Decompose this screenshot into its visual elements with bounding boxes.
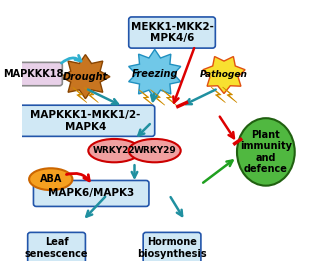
Text: MAPK6/MAPK3: MAPK6/MAPK3: [48, 189, 134, 199]
FancyBboxPatch shape: [129, 17, 215, 48]
Text: Hormone
biosynthesis: Hormone biosynthesis: [137, 237, 207, 259]
Polygon shape: [129, 49, 181, 99]
Text: MAPKKK1-MKK1/2-
MAPK4: MAPKKK1-MKK1/2- MAPK4: [30, 110, 141, 132]
Text: MAPKKK18: MAPKKK18: [3, 69, 64, 79]
Text: Drought: Drought: [63, 72, 108, 82]
Polygon shape: [61, 55, 110, 99]
Text: MEKK1-MKK2-
MPK4/6: MEKK1-MKK2- MPK4/6: [131, 22, 213, 43]
FancyBboxPatch shape: [33, 180, 149, 206]
Ellipse shape: [129, 139, 181, 162]
FancyBboxPatch shape: [143, 232, 201, 263]
Polygon shape: [203, 57, 245, 94]
Text: WRKY29: WRKY29: [133, 146, 176, 155]
FancyBboxPatch shape: [28, 232, 85, 263]
FancyBboxPatch shape: [16, 105, 155, 136]
Polygon shape: [222, 87, 237, 103]
Text: ABA: ABA: [40, 174, 62, 184]
Polygon shape: [72, 87, 87, 103]
Polygon shape: [211, 87, 226, 103]
Ellipse shape: [29, 168, 72, 190]
Polygon shape: [139, 90, 153, 105]
Polygon shape: [150, 90, 165, 105]
Text: Freezing: Freezing: [131, 69, 178, 79]
Polygon shape: [84, 87, 98, 103]
Polygon shape: [162, 90, 176, 105]
Text: WRKY22: WRKY22: [93, 146, 136, 155]
Ellipse shape: [88, 139, 140, 162]
Text: Plant
immunity
and
defence: Plant immunity and defence: [240, 129, 292, 174]
Ellipse shape: [237, 118, 295, 186]
Text: Leaf
senescence: Leaf senescence: [25, 237, 88, 259]
FancyBboxPatch shape: [5, 62, 62, 86]
Text: Pathogen: Pathogen: [200, 69, 248, 79]
